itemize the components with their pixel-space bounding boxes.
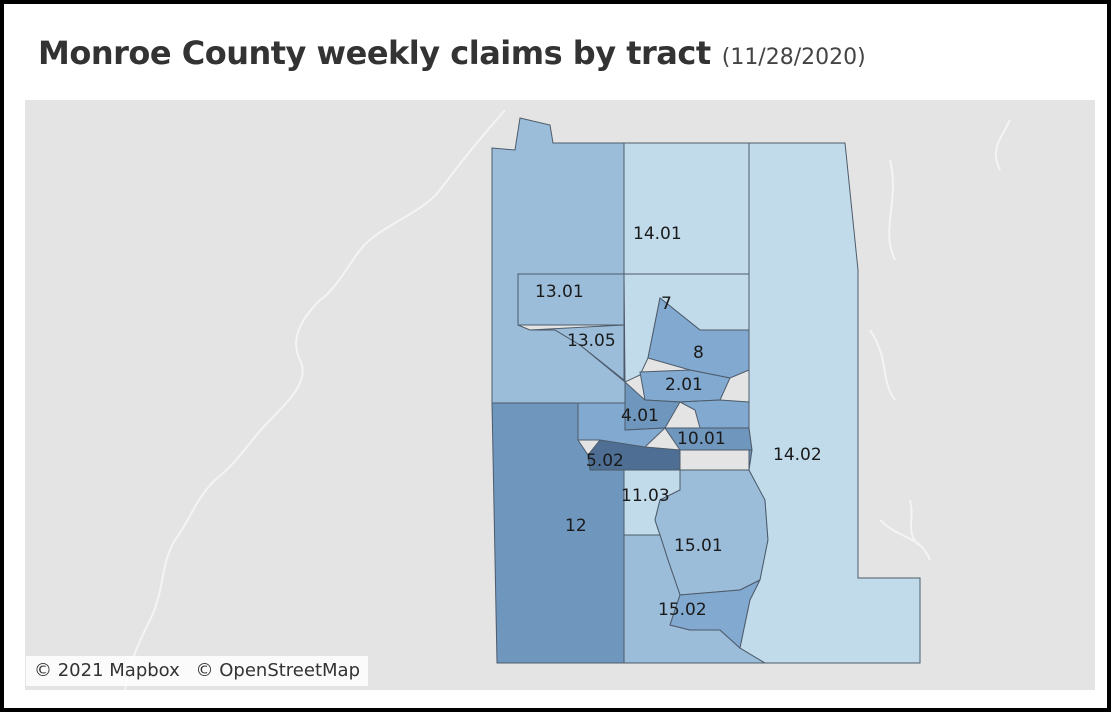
tract-map[interactable]: 14.01 13.01 13.05 7 8 2.01 4.01 10.01 5.… bbox=[25, 100, 1095, 690]
tract-polygons bbox=[491, 117, 921, 664]
label-12: 12 bbox=[565, 516, 587, 536]
label-2.01: 2.01 bbox=[665, 375, 703, 395]
label-13.01: 13.01 bbox=[535, 282, 584, 302]
map-attribution[interactable]: © 2021 Mapbox © OpenStreetMap bbox=[26, 656, 368, 686]
tract-14.02[interactable] bbox=[739, 142, 921, 664]
tract-13.05[interactable] bbox=[529, 324, 625, 382]
tract-core-east[interactable] bbox=[678, 399, 750, 429]
label-11.03: 11.03 bbox=[621, 486, 670, 506]
label-15.01: 15.01 bbox=[674, 536, 723, 556]
title-row: Monroe County weekly claims by tract (11… bbox=[38, 34, 866, 72]
label-4.01: 4.01 bbox=[621, 406, 659, 426]
label-14.02: 14.02 bbox=[773, 445, 822, 465]
mapbox-attribution-link[interactable]: © 2021 Mapbox bbox=[34, 660, 180, 681]
label-5.02: 5.02 bbox=[586, 451, 624, 471]
tract-14.01[interactable] bbox=[623, 142, 750, 275]
basemap-terrain bbox=[124, 109, 1011, 690]
tract-8[interactable] bbox=[647, 297, 750, 379]
label-14.01: 14.01 bbox=[633, 224, 682, 244]
osm-attribution-link[interactable]: © OpenStreetMap bbox=[195, 660, 360, 681]
tract-west-core[interactable] bbox=[577, 402, 667, 448]
label-7: 7 bbox=[661, 294, 672, 314]
map-date: (11/28/2020) bbox=[721, 45, 866, 70]
map-view[interactable]: 14.01 13.01 13.05 7 8 2.01 4.01 10.01 5.… bbox=[25, 100, 1095, 690]
label-10.01: 10.01 bbox=[677, 429, 726, 449]
map-title: Monroe County weekly claims by tract bbox=[38, 34, 711, 72]
tract-12[interactable] bbox=[491, 402, 625, 664]
label-15.02: 15.02 bbox=[658, 600, 707, 620]
tract-labels: 14.01 13.01 13.05 7 8 2.01 4.01 10.01 5.… bbox=[535, 224, 822, 620]
label-13.05: 13.05 bbox=[567, 331, 616, 351]
label-8: 8 bbox=[693, 343, 704, 363]
